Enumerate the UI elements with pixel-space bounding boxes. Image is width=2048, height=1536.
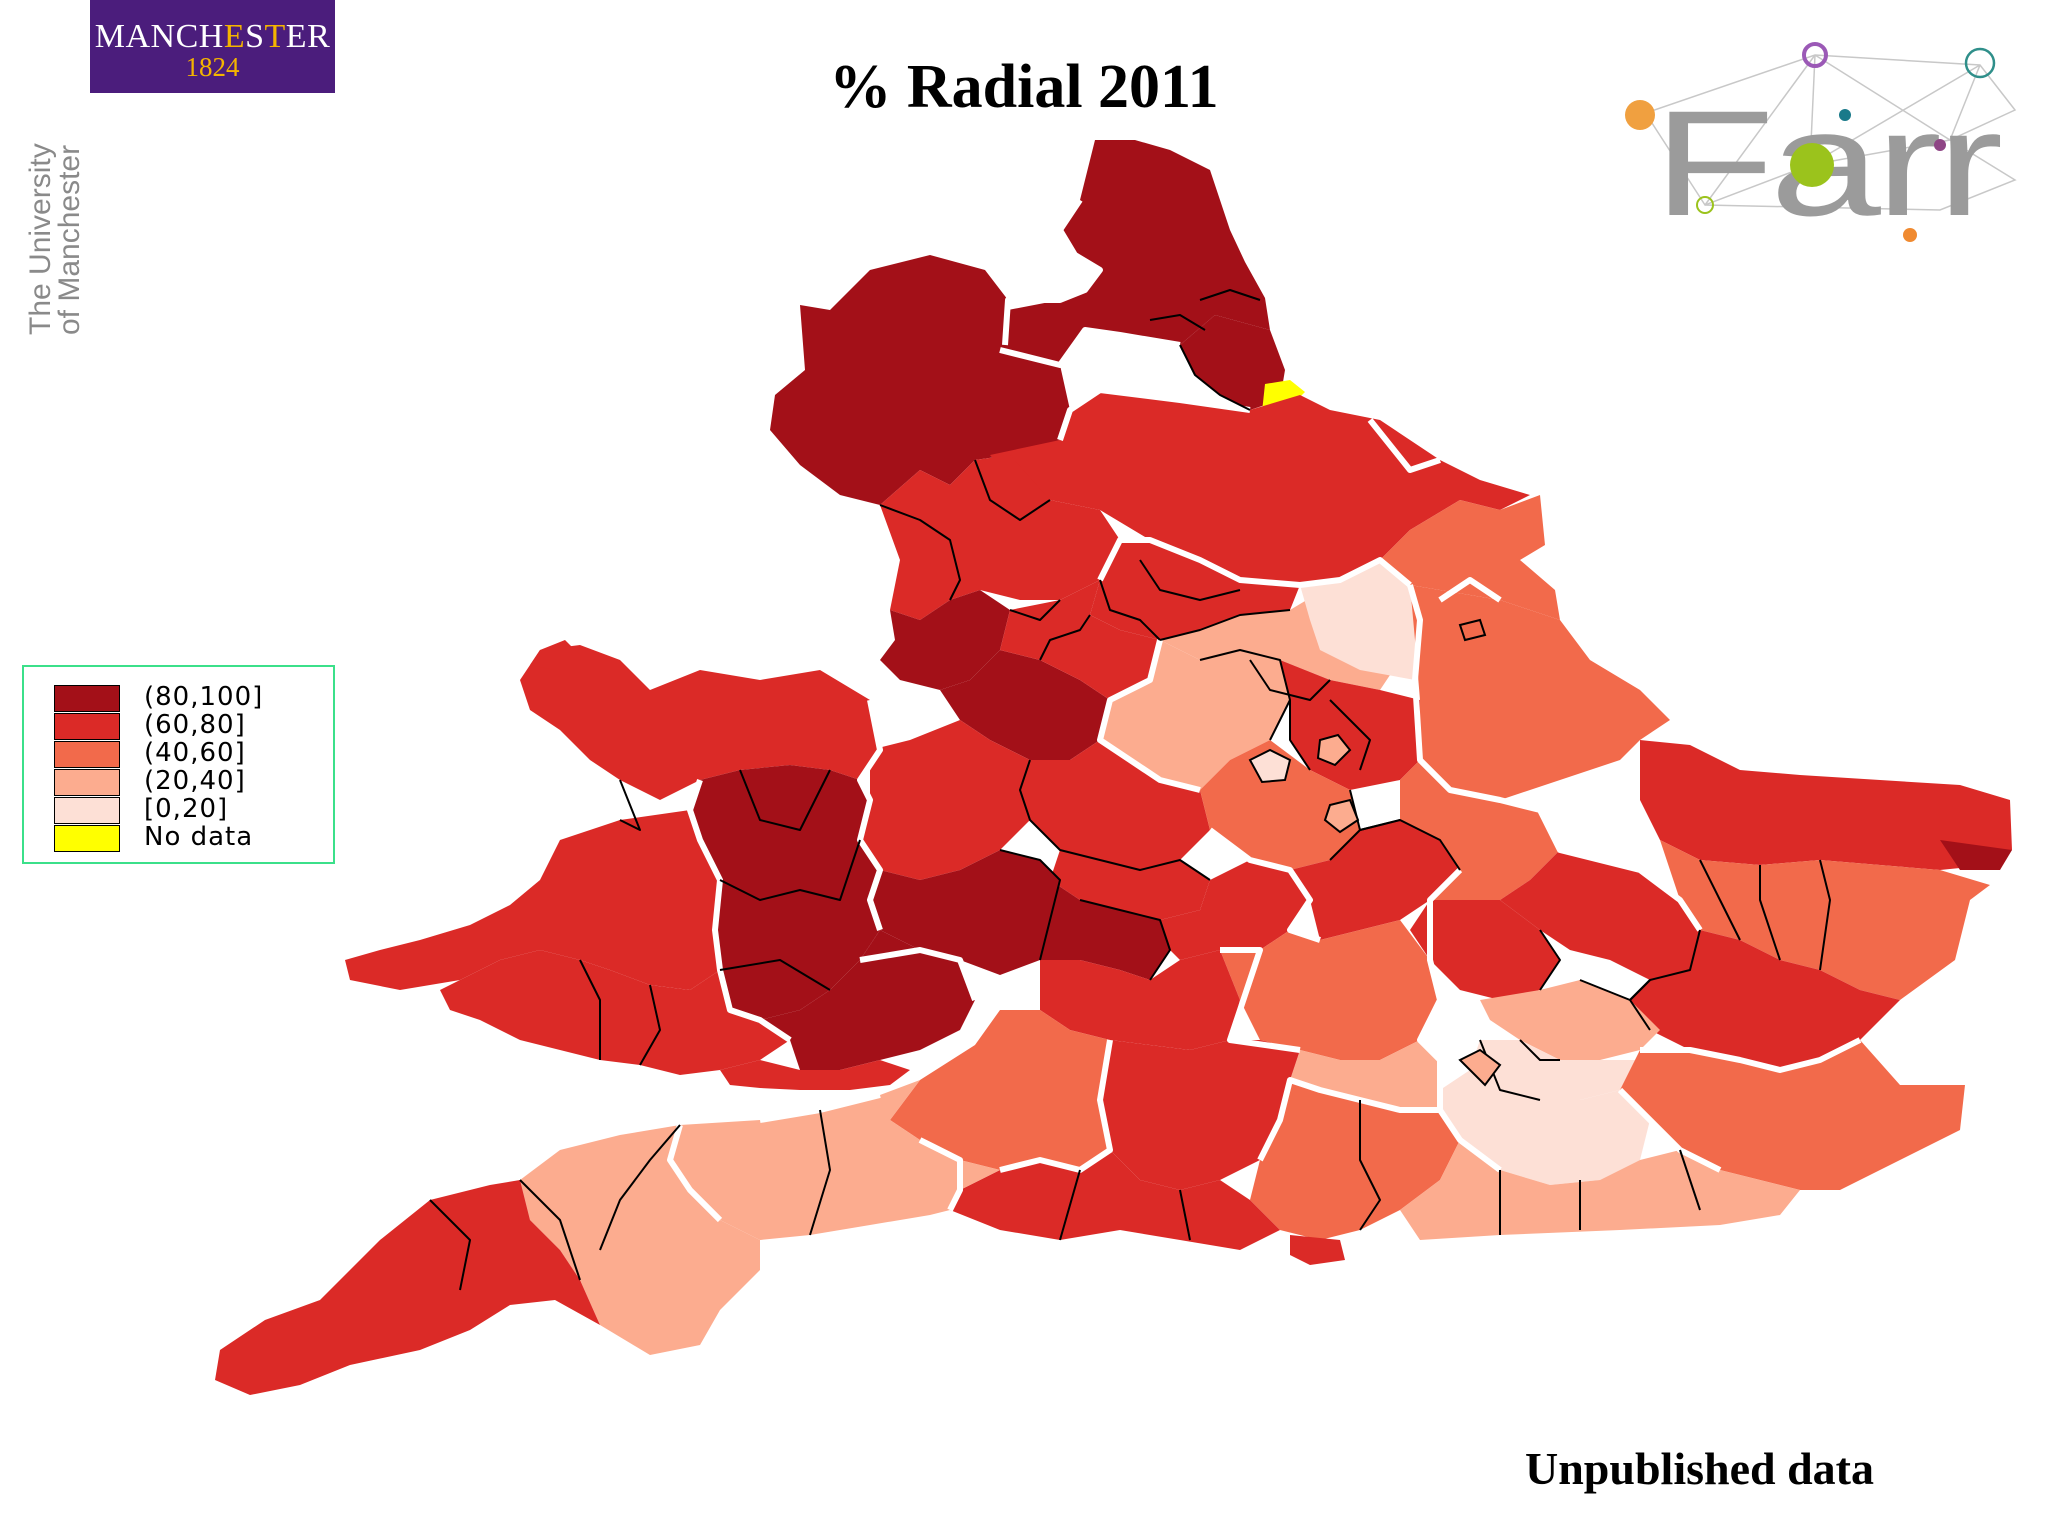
- legend-swatch: [54, 741, 120, 768]
- region-herefordshire: [870, 850, 1060, 975]
- region-london: [1470, 1040, 1640, 1100]
- farr-node-teal: [1839, 109, 1851, 121]
- region-hampshire: [1250, 1080, 1460, 1240]
- farr-node-green-ring: [1696, 196, 1714, 214]
- region-kent: [1620, 1040, 1965, 1190]
- region-cambridgeshire: [1400, 760, 1560, 900]
- map-title: % Radial 2011: [829, 53, 1219, 121]
- farr-node-orange-small: [1903, 228, 1917, 242]
- region-warwickshire: [1160, 860, 1310, 960]
- region-lancashire: [880, 455, 1120, 620]
- region-somerset: [670, 1080, 1000, 1240]
- legend-label: [0,20]: [144, 794, 229, 824]
- region-lincolnshire: [1410, 585, 1670, 800]
- region-buckinghamshire: [1480, 980, 1660, 1060]
- region-merseyside: [880, 590, 1010, 690]
- legend-swatch: [54, 797, 120, 824]
- legend-swatch: [54, 825, 120, 852]
- logo-wordmark: MANCHESTER: [94, 18, 331, 55]
- region-cheshire: [940, 650, 1110, 760]
- university-name-vertical: The University of Manchester: [24, 143, 86, 335]
- region-teesside: [1180, 315, 1285, 410]
- region-northumberland: [1000, 140, 1270, 365]
- farr-node-teal-ring: [1964, 47, 1996, 79]
- region-carmarthen: [440, 950, 790, 1075]
- region-anglesey: [530, 640, 580, 670]
- region-cardiff: [720, 1060, 910, 1090]
- city-patches: [1248, 618, 1502, 1087]
- university-name-line-1: The University: [24, 143, 57, 335]
- region-leeds-east: [1300, 560, 1420, 680]
- legend-label: (20,40]: [144, 766, 246, 796]
- region-oxfordshire: [1220, 920, 1440, 1060]
- region-east-riding: [1380, 495, 1560, 620]
- region-city-1: [1248, 748, 1292, 784]
- farr-network-lines: [1638, 54, 2017, 211]
- region-boundaries: [667, 198, 1862, 1223]
- region-city-4: [1458, 618, 1487, 642]
- region-suffolk: [1660, 840, 1990, 1000]
- region-bristol: [890, 1010, 1110, 1170]
- region-north-wales: [520, 645, 880, 800]
- region-norfolk: [1640, 740, 2012, 870]
- legend-label: (60,80]: [144, 710, 246, 740]
- region-ceredigion: [345, 810, 720, 990]
- logo-year: 1824: [185, 52, 240, 82]
- region-greater-manchester: [1000, 580, 1160, 700]
- region-essex: [1630, 930, 1900, 1070]
- region-wiltshire: [1100, 1040, 1300, 1190]
- farr-node-purple-ring: [1802, 42, 1828, 68]
- legend-swatch: [54, 769, 120, 796]
- region-shropshire: [860, 720, 1030, 880]
- region-nottinghamshire: [1280, 660, 1420, 790]
- university-of-manchester-logo: MANCHESTER 1824: [90, 0, 335, 93]
- region-north-yorkshire: [990, 390, 1530, 585]
- region-staffordshire: [1020, 740, 1210, 870]
- region-worcestershire: [1040, 880, 1170, 980]
- farr-node-purple: [1934, 139, 1946, 151]
- legend-swatch: [54, 713, 120, 740]
- region-surrey: [1440, 1070, 1650, 1185]
- legend-label: (40,60]: [144, 738, 246, 768]
- unpublished-data-note: Unpublished data: [1525, 1443, 1874, 1494]
- region-hertfordshire: [1410, 900, 1560, 1000]
- region-city-2: [1316, 733, 1352, 767]
- region-cornwall: [215, 1180, 600, 1395]
- farr-node-orange: [1625, 100, 1655, 130]
- region-city-3: [1323, 798, 1360, 834]
- district-boundaries: [429, 289, 1831, 1291]
- region-derbyshire: [1100, 640, 1290, 790]
- region-cumbria: [770, 255, 1070, 505]
- legend-swatch: [54, 685, 120, 712]
- region-city-5: [1458, 1048, 1502, 1087]
- farr-node-green: [1790, 143, 1834, 187]
- region-devon: [520, 1125, 760, 1355]
- region-powys: [690, 765, 880, 1020]
- map-wales: [345, 640, 975, 1090]
- region-norwich-east: [1940, 840, 2012, 870]
- university-name-line-2: of Manchester: [53, 144, 86, 335]
- map-legend: (80,100] (60,80] (40,60] (20,40] [0,20] …: [22, 665, 335, 864]
- region-leicestershire: [1200, 740, 1360, 870]
- region-northamptonshire: [1290, 820, 1460, 940]
- region-dorset: [950, 1150, 1280, 1250]
- region-isle-of-wight: [1290, 1235, 1345, 1265]
- map-regions: [215, 140, 2012, 1395]
- region-berkshire: [1290, 1040, 1440, 1110]
- region-south-wales-valleys: [760, 930, 975, 1070]
- region-bedfordshire: [1500, 850, 1700, 980]
- legend-label: (80,100]: [144, 682, 264, 712]
- farr-logo: Farr: [1625, 42, 2017, 247]
- legend-label: No data: [144, 822, 254, 852]
- region-gloucestershire: [1040, 950, 1240, 1050]
